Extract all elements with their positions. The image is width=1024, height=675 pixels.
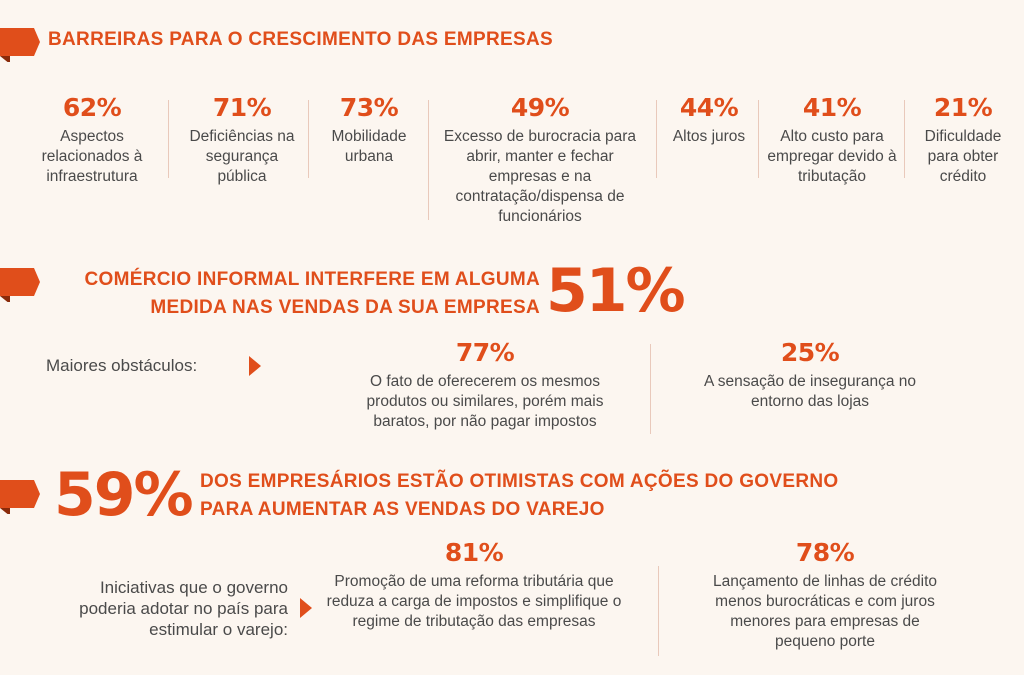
stat-tax-reform: 81% Promoção de uma reforma tributária q… [318,538,630,632]
ribbon-icon [0,480,40,514]
stat-percent: 77% [455,338,515,367]
stat-bureaucracy: 49% Excesso de burocracia para abrir, ma… [434,93,646,227]
stat-credit: 21% Dificuldade para obter crédito [908,93,1018,187]
ribbon-icon [0,28,40,62]
divider [904,100,905,178]
section-title-barriers: BARREIRAS PARA O CRESCIMENTO DAS EMPRESA… [48,29,553,50]
stat-percent: 41% [802,93,862,122]
divider [658,566,659,656]
divider [758,100,759,178]
big-percent-optimism: 59% [54,460,194,530]
stat-percent: 44% [679,93,739,122]
stat-percent: 73% [339,93,399,122]
stat-security: 71% Deficiências na segurança pública [180,93,304,187]
section-title-informal-line2: MEDIDA NAS VENDAS DA SUA EMPRESA [150,297,540,318]
stat-percent: 78% [795,538,855,567]
divider [650,344,651,434]
stat-description: Deficiências na segurança pública [189,128,295,185]
divider [308,100,309,178]
section-title-optimism-line1: DOS EMPRESÁRIOS ESTÃO OTIMISTAS COM AÇÕE… [200,471,839,492]
stat-description: Promoção de uma reforma tributária que r… [326,573,622,630]
stat-description: Altos juros [672,128,746,145]
stat-description: Dificuldade para obter crédito [924,128,1002,185]
stat-percent: 49% [510,93,570,122]
stat-employment-cost: 41% Alto custo para empregar devido à tr… [764,93,900,187]
divider [428,100,429,220]
section-title-informal-line1: COMÉRCIO INFORMAL INTERFERE EM ALGUMA [84,269,540,290]
stat-percent: 21% [933,93,993,122]
stat-interest: 44% Altos juros [666,93,752,147]
arrow-right-icon [300,598,312,618]
stat-infrastructure: 62% Aspectos relacionados à infraestrutu… [22,93,162,187]
obstacles-label: Maiores obstáculos: [46,356,198,375]
stat-description: Excesso de burocracia para abrir, manter… [443,128,637,225]
stat-description: O fato de oferecerem os mesmos produtos … [366,373,604,430]
stat-percent: 25% [780,338,840,367]
stat-description: Lançamento de linhas de crédito menos bu… [712,573,938,650]
divider [656,100,657,178]
ribbon-icon [0,268,40,302]
stat-percent: 71% [212,93,272,122]
stat-description: Alto custo para empregar devido à tribut… [767,128,897,185]
stat-credit-lines: 78% Lançamento de linhas de crédito meno… [690,538,960,652]
big-percent-informal: 51% [546,256,686,326]
section-title-optimism-line2: PARA AUMENTAR AS VENDAS DO VAREJO [200,499,605,520]
arrow-right-icon [249,356,261,376]
stat-description: Mobilidade urbana [331,128,407,165]
stat-description: A sensação de insegurança no entorno das… [704,373,916,410]
divider [168,100,169,178]
initiatives-label: Iniciativas que o governo poderia adotar… [79,578,288,639]
stat-percent: 81% [444,538,504,567]
stat-cheaper-products: 77% O fato de oferecerem os mesmos produ… [330,338,640,432]
stat-insecurity: 25% A sensação de insegurança no entorno… [680,338,940,412]
stat-description: Aspectos relacionados à infraestrutura [41,128,143,185]
stat-percent: 62% [62,93,122,122]
stat-mobility: 73% Mobilidade urbana [314,93,424,167]
